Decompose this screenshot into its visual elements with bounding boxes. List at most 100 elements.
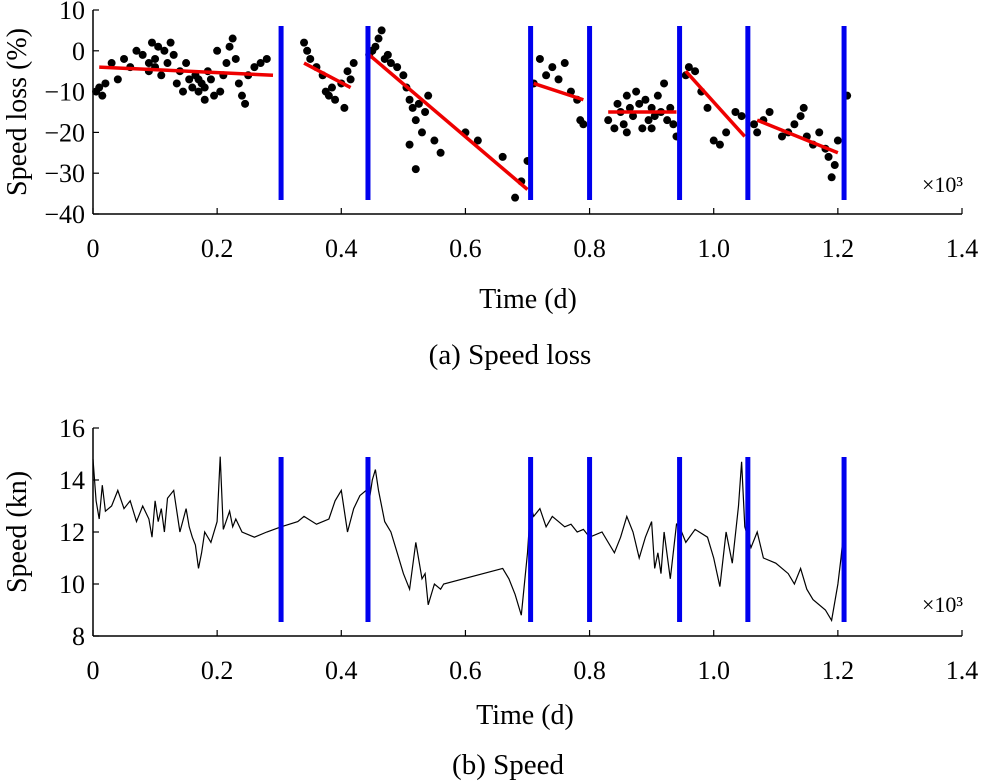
- trend-line: [303, 61, 352, 90]
- data-point: [542, 71, 551, 80]
- data-point: [225, 42, 234, 51]
- x-multiplier: ×10³: [922, 172, 963, 197]
- data-point: [625, 103, 634, 112]
- data-point: [647, 124, 656, 133]
- x-tick-label: 1.2: [822, 234, 855, 263]
- y-tick-label: −20: [44, 118, 85, 147]
- data-point: [610, 124, 619, 133]
- data-point: [132, 46, 141, 55]
- trend-line: [368, 53, 529, 191]
- y-tick-label: −40: [44, 200, 85, 229]
- x-tick-label: 1.0: [697, 234, 730, 263]
- x-tick-label: 0.2: [201, 234, 234, 263]
- data-point: [399, 71, 408, 80]
- data-point: [138, 50, 147, 59]
- y-tick-labels: 10 0 −10 −20 −30 −40: [44, 0, 85, 229]
- data-point: [629, 112, 638, 121]
- data-point: [386, 59, 395, 68]
- trend-line: [99, 65, 274, 78]
- data-point: [722, 128, 731, 137]
- data-point: [424, 91, 433, 100]
- x-tick-label: 1.4: [946, 656, 979, 685]
- data-point: [216, 87, 225, 96]
- x-tick-label: 0: [87, 234, 100, 263]
- x-tick-label: 1.0: [697, 656, 730, 685]
- data-point: [166, 38, 175, 47]
- series-line: [92, 456, 845, 623]
- data-point: [653, 91, 662, 100]
- data-point: [554, 75, 563, 84]
- data-point: [669, 120, 678, 129]
- data-point: [560, 59, 569, 68]
- data-point: [622, 128, 631, 137]
- data-point: [101, 79, 110, 88]
- data-point: [414, 99, 423, 108]
- data-point: [635, 99, 644, 108]
- y-tick-label: −30: [44, 159, 85, 188]
- x-tick-label: 0: [87, 656, 100, 685]
- x-tick-label: 0.4: [325, 234, 358, 263]
- data-point: [340, 103, 349, 112]
- data-point: [619, 120, 628, 129]
- data-point: [231, 54, 240, 63]
- data-point: [815, 128, 824, 137]
- data-point: [644, 116, 653, 125]
- y-tick-label: 14: [59, 466, 85, 495]
- data-point: [604, 116, 613, 125]
- data-point: [511, 193, 520, 202]
- y-tick-label: 16: [59, 414, 85, 443]
- data-point: [660, 79, 669, 88]
- data-point: [200, 95, 209, 104]
- data-point: [324, 91, 333, 100]
- data-point: [256, 59, 265, 68]
- data-point: [179, 87, 188, 96]
- data-point: [579, 120, 588, 129]
- data-point: [411, 165, 420, 174]
- trend-line: [756, 118, 839, 155]
- x-tick-label: 0.4: [325, 656, 358, 685]
- y-axis-label: Speed (kn): [2, 471, 33, 593]
- y-axis-label: Speed loss (%): [2, 28, 33, 196]
- data-point: [411, 116, 420, 125]
- data-point: [237, 91, 246, 100]
- data-point: [331, 95, 340, 104]
- data-point: [303, 46, 312, 55]
- y-tick-label: −10: [44, 78, 85, 107]
- data-point: [765, 108, 774, 116]
- data-point: [371, 42, 380, 51]
- data-point: [421, 108, 430, 116]
- x-axis-label: Time (d): [479, 284, 577, 315]
- data-point: [194, 75, 203, 84]
- data-point: [306, 54, 315, 63]
- data-point: [172, 79, 181, 88]
- data-point: [436, 148, 445, 157]
- data-point: [206, 75, 215, 84]
- x-tick-label: 0.8: [573, 234, 606, 263]
- data-point: [753, 128, 762, 137]
- data-point: [374, 34, 383, 43]
- trend-lines: [99, 53, 839, 191]
- data-point: [194, 87, 203, 96]
- data-point: [715, 140, 724, 149]
- data-point: [830, 161, 839, 170]
- speed-series: [92, 456, 845, 623]
- data-point: [703, 103, 712, 112]
- y-tick-label: 0: [72, 37, 85, 66]
- trend-line: [533, 81, 584, 102]
- x-tick-label: 0.6: [449, 234, 482, 263]
- data-point: [691, 67, 700, 76]
- data-point: [737, 112, 746, 121]
- data-point: [210, 91, 219, 100]
- y-tick-label: 10: [59, 0, 85, 25]
- data-point: [120, 54, 129, 63]
- data-point: [262, 54, 271, 63]
- data-point: [393, 63, 402, 72]
- segment-boundaries: [278, 26, 847, 200]
- data-point: [113, 75, 122, 84]
- data-point: [650, 112, 659, 121]
- data-point: [98, 91, 107, 100]
- y-tick-label: 10: [59, 570, 85, 599]
- panel-speed-loss: 10 0 −10 −20 −30 −40 0 0.2 0.4 0.6 0.8 1.0 1.2 1.4 ×…: [2, 0, 978, 371]
- data-point: [200, 83, 209, 92]
- data-point: [346, 75, 355, 84]
